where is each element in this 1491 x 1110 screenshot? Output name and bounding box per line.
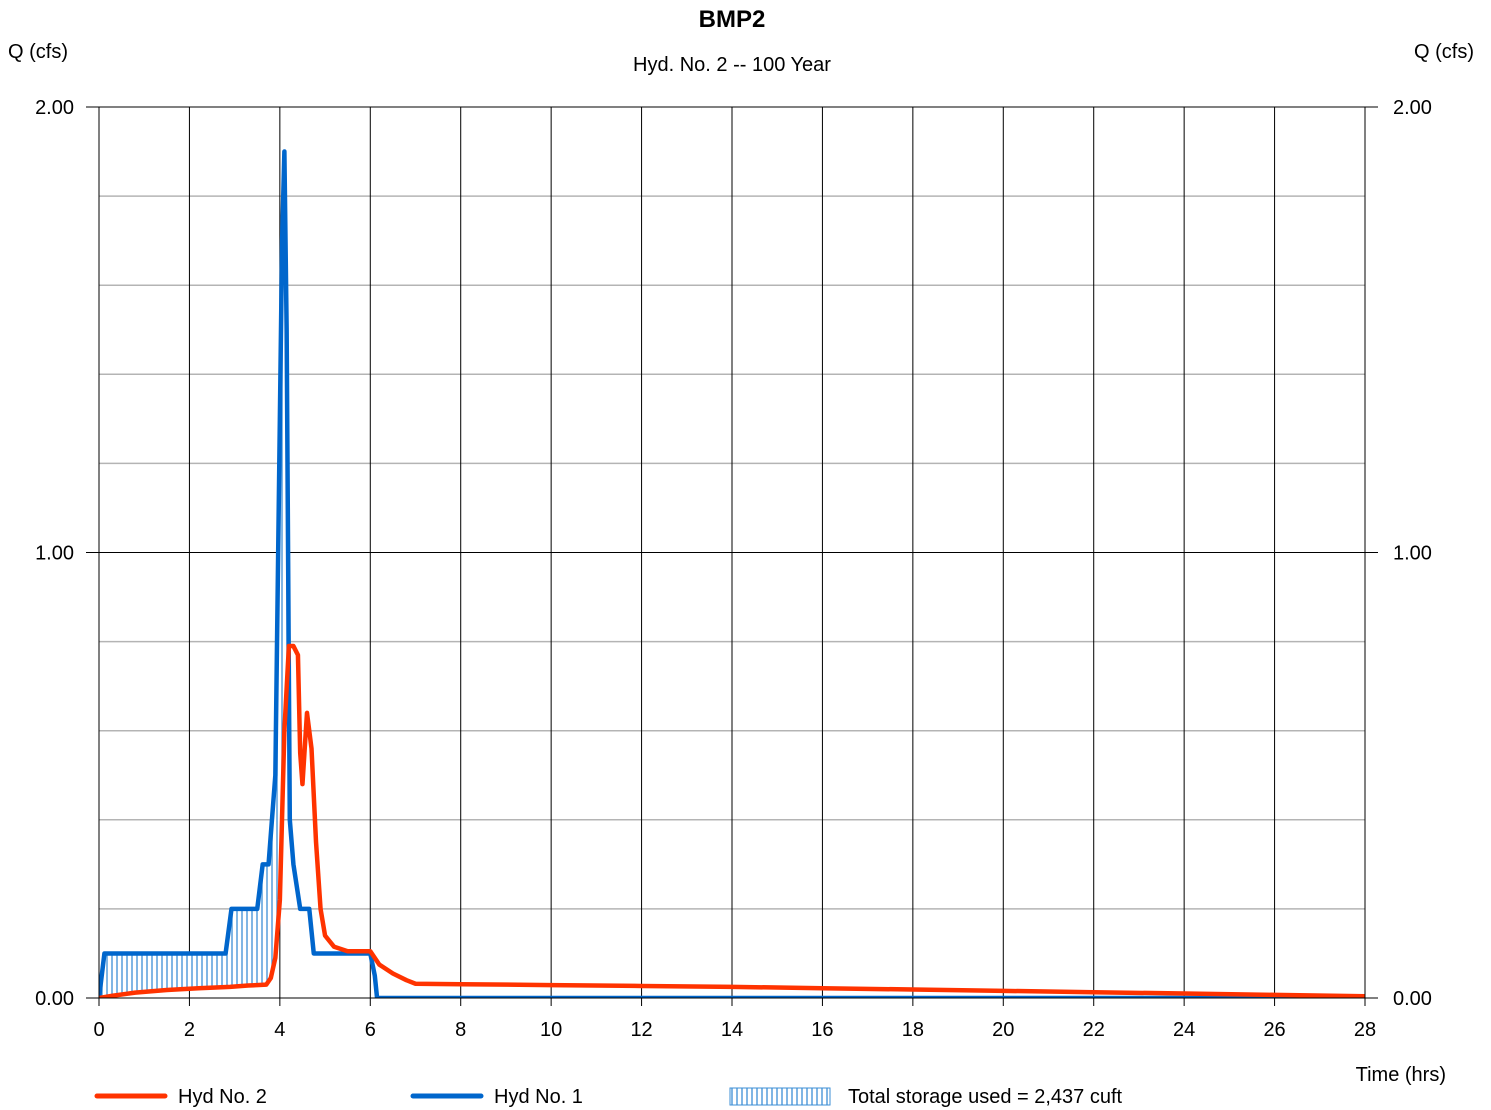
x-tick-label: 10: [540, 1019, 562, 1041]
x-tick-label: 2: [184, 1019, 195, 1041]
x-tick-label: 18: [902, 1019, 924, 1041]
x-tick-label: 14: [721, 1019, 743, 1041]
y-tick-label-left: 1.00: [35, 543, 74, 565]
y-tick-label-right: 2.00: [1393, 97, 1432, 119]
y-tick-label-left: 0.00: [35, 988, 74, 1010]
storage-area: [99, 152, 290, 998]
x-tick-label: 16: [811, 1019, 833, 1041]
legend-label-hyd-no-2: Hyd No. 2: [178, 1086, 267, 1108]
x-tick-label: 0: [93, 1019, 104, 1041]
x-tick-label: 22: [1083, 1019, 1105, 1041]
axis-ticks: 0.00 0.001.00 1.002.00 2.000 2 4 6 8 10 12 14 16 18 2…: [35, 97, 1432, 1041]
legend-label-storage: Total storage used = 2,437 cuft: [848, 1086, 1123, 1108]
x-tick-label: 12: [630, 1019, 652, 1041]
x-tick-label: 6: [365, 1019, 376, 1041]
x-tick-label: 26: [1263, 1019, 1285, 1041]
series-lines: [99, 149, 1365, 998]
chart-title: BMP2: [699, 6, 766, 33]
x-axis-label: Time (hrs): [1356, 1064, 1446, 1086]
x-tick-label: 8: [455, 1019, 466, 1041]
y-tick-label-right: 1.00: [1393, 543, 1432, 565]
legend-swatch-storage: [729, 1087, 831, 1106]
series-line-hyd-no-1: [99, 149, 1365, 998]
y-tick-label-left: 2.00: [35, 97, 74, 119]
x-tick-label: 24: [1173, 1019, 1195, 1041]
right-axis-label: Q (cfs): [1414, 41, 1474, 63]
x-tick-label: 28: [1354, 1019, 1376, 1041]
x-tick-label: 4: [274, 1019, 285, 1041]
series-line-hyd-no-2: [99, 643, 1365, 998]
chart-subtitle: Hyd. No. 2 -- 100 Year: [633, 54, 831, 76]
legend: Hyd No. 2 Hyd No. 1 Total storage used = 2…: [94, 1086, 1123, 1108]
legend-label-hyd-no-1: Hyd No. 1: [494, 1086, 583, 1108]
left-axis-label: Q (cfs): [8, 41, 68, 63]
y-tick-label-right: 0.00: [1393, 988, 1432, 1010]
x-tick-label: 20: [992, 1019, 1014, 1041]
storage-fill: [99, 152, 290, 998]
